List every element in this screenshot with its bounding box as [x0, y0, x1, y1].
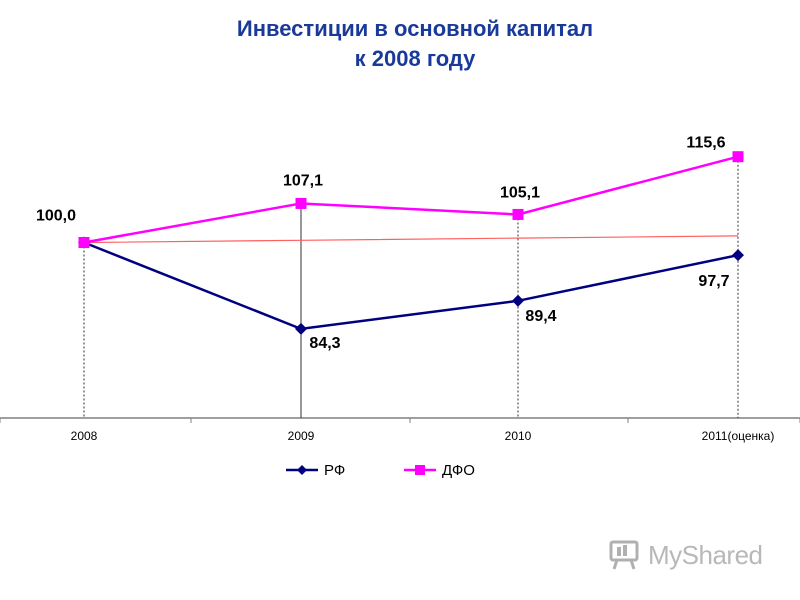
data-point: [415, 465, 425, 475]
legend-item-ДФО: ДФО: [404, 462, 475, 479]
data-point: [295, 322, 307, 335]
series-line-ДФО: [83, 155, 739, 244]
data-label: 115,6: [686, 135, 725, 152]
data-label: 84,3: [309, 335, 340, 352]
data-label: 107,1: [283, 172, 323, 189]
legend-item-РФ: РФ: [286, 462, 345, 479]
data-point: [512, 294, 524, 307]
data-point: [732, 249, 744, 262]
trend-line: [83, 235, 739, 244]
data-label: 89,4: [525, 308, 556, 325]
data-point: [512, 208, 524, 220]
x-tick-label: 2009: [288, 429, 315, 443]
x-tick-label: 2008: [71, 429, 98, 443]
data-label: 105,1: [500, 184, 540, 201]
legend-label: РФ: [324, 462, 345, 479]
x-tick-label: 2011(оценка): [702, 429, 775, 443]
data-point: [295, 197, 307, 209]
watermark-text: MyShared: [648, 540, 763, 570]
chart-title-line1: Инвестиции в основной капитал: [236, 16, 594, 41]
data-point: [297, 465, 307, 475]
presentation-board-icon: [609, 540, 639, 570]
legend-label: ДФО: [442, 462, 475, 479]
legend: РФ ДФО: [286, 462, 475, 479]
data-label: 97,7: [698, 273, 729, 290]
series-line-РФ: [83, 241, 739, 331]
x-tick-label: 2010: [505, 429, 532, 443]
data-point: [732, 151, 744, 163]
data-point: [78, 237, 90, 248]
plot-area: 2008 2009 2010 2011(оценка) 100,0 107,1 105,1 1…: [0, 135, 800, 443]
chart-title: Инвестиции в основной капитал к 2008 год…: [0, 14, 800, 74]
data-label: 100,0: [36, 208, 76, 225]
watermark: MyShared: [608, 536, 768, 576]
chart-title-line2: к 2008 году: [354, 46, 476, 71]
